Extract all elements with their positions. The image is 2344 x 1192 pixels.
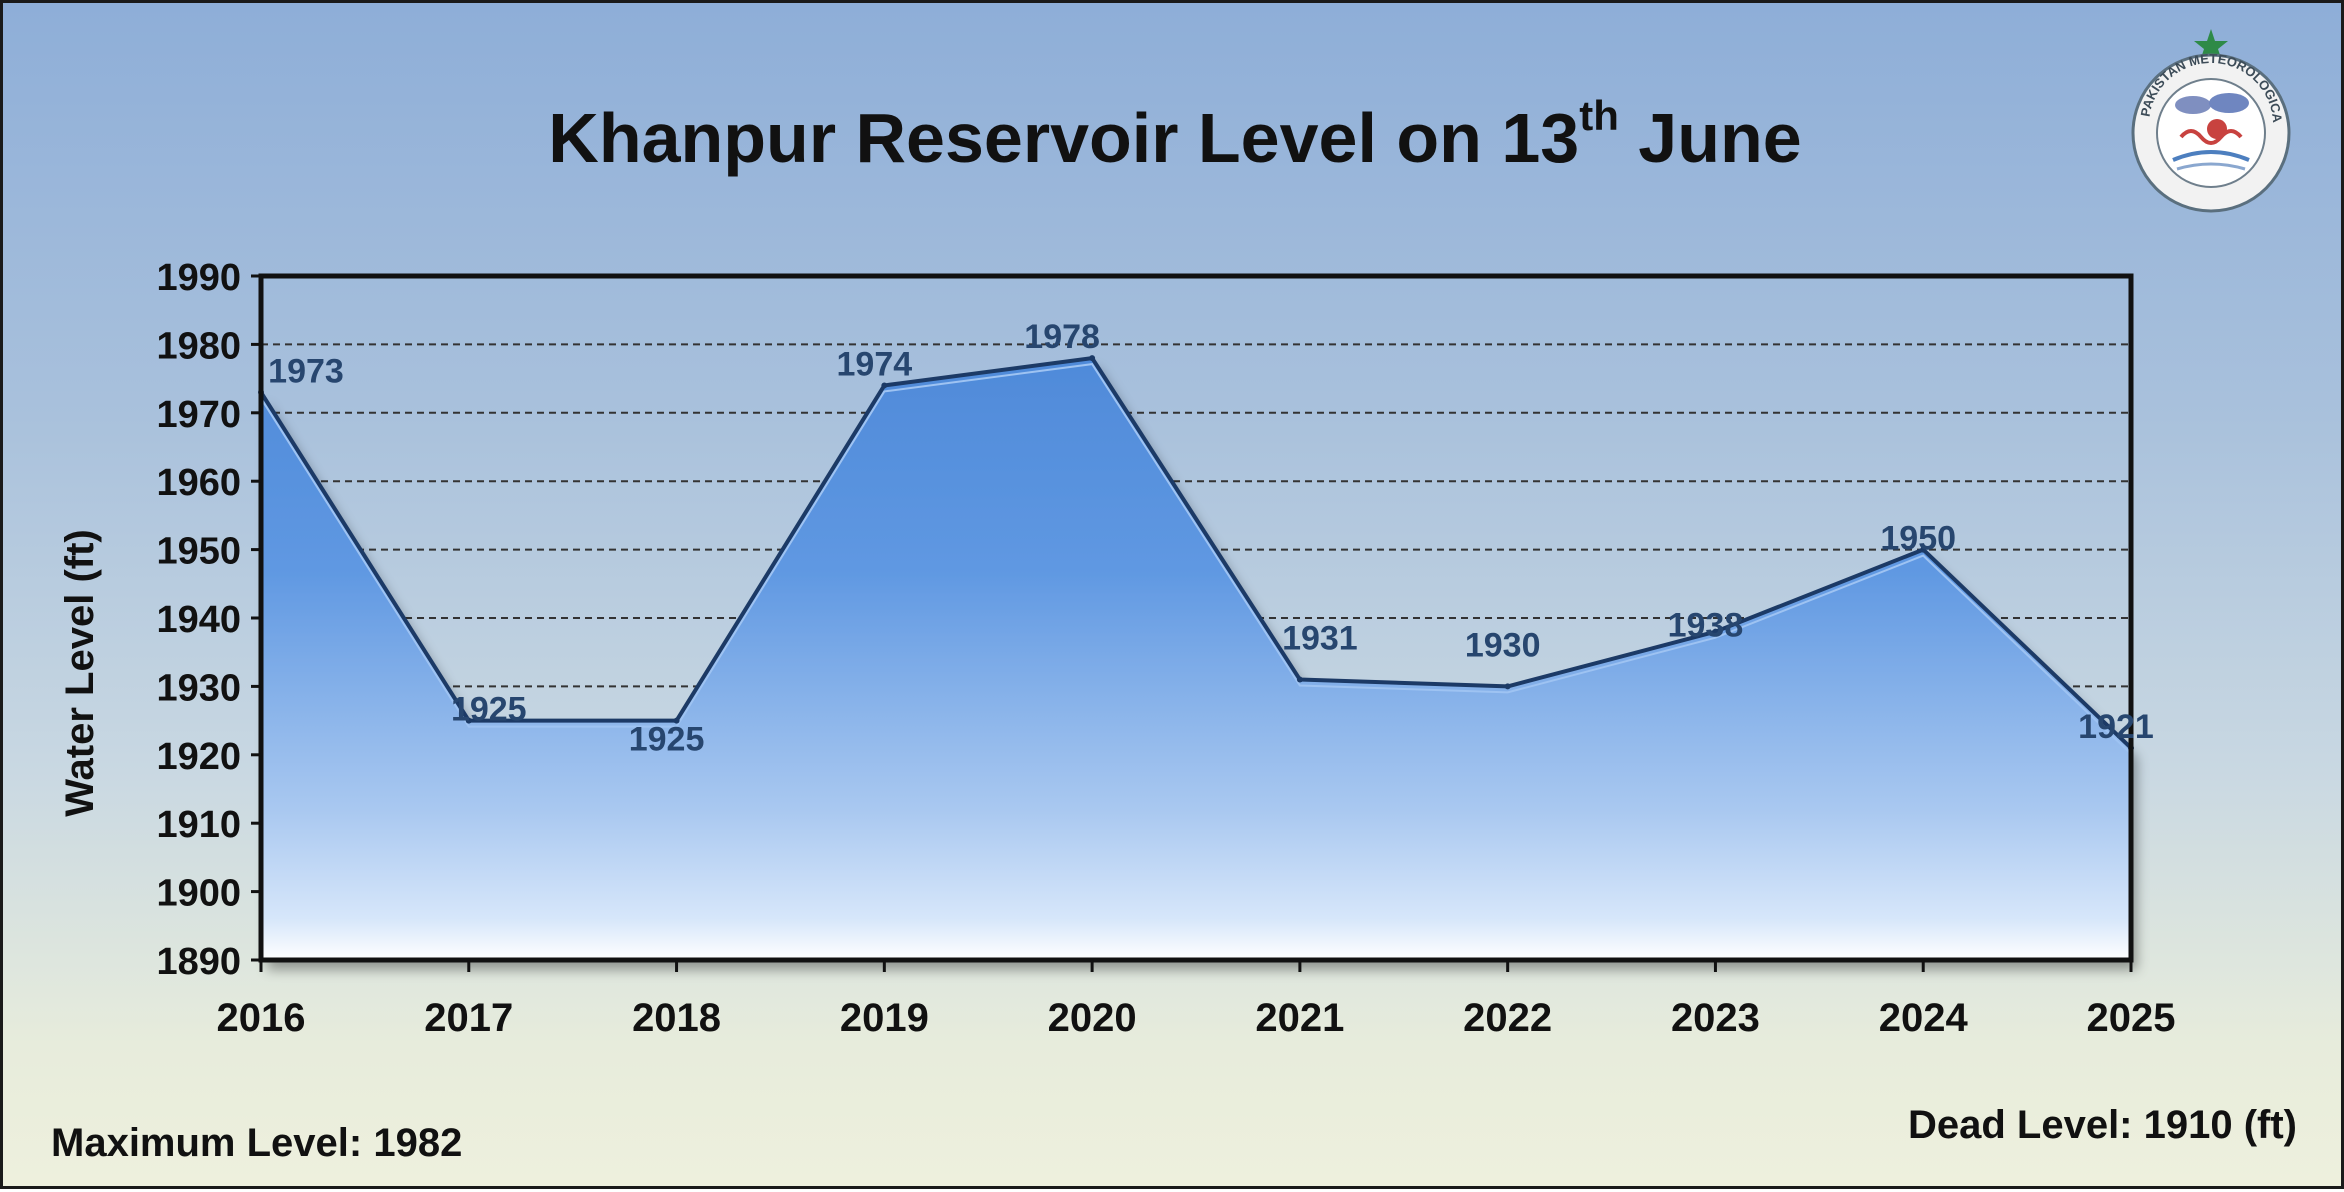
x-tick-label: 2021 <box>1255 996 1344 1040</box>
pakistan-meteorological-department-seal-icon: PAKISTAN METEOROLOGICAL DEPARTMENT <box>2121 25 2291 213</box>
data-point <box>1296 676 1303 683</box>
area-chart: 1890 1900 1910 1920 1930 1940 1950 1960 1970 1980… <box>58 257 2176 1040</box>
area-highlight <box>260 363 2132 755</box>
data-point <box>673 717 680 724</box>
y-tick-label: 1920 <box>156 736 241 778</box>
data-point <box>1089 355 1096 362</box>
x-tick-label: 2022 <box>1463 996 1552 1040</box>
area-outline <box>259 356 2133 750</box>
data-label: 1950 <box>1880 520 1956 558</box>
x-axis: 2016 2017 2018 2019 2020 2021 2022 2023 2024 2025 <box>217 960 2176 1040</box>
x-tick-label: 2020 <box>1048 996 1137 1040</box>
data-label: 1931 <box>1282 620 1358 658</box>
x-tick-label: 2023 <box>1671 996 1760 1040</box>
y-tick-label: 1980 <box>156 325 241 367</box>
x-tick-label: 2018 <box>632 996 721 1040</box>
y-tick-label: 1950 <box>156 531 241 573</box>
dead-level-note: Dead Level: 1910 (ft) <box>1907 1103 2297 1147</box>
data-point <box>1920 546 1927 553</box>
data-label: 1930 <box>1465 626 1541 664</box>
x-tick-label: 2017 <box>424 996 513 1040</box>
data-label: 1921 <box>2078 708 2154 746</box>
x-tick-label: 2024 <box>1879 996 1969 1040</box>
y-tick-label: 1990 <box>156 257 241 299</box>
data-point <box>881 382 888 389</box>
data-point <box>1504 683 1511 690</box>
maximum-level-note: Maximum Level: 1982 <box>51 1121 463 1165</box>
area-fill <box>261 358 2131 961</box>
x-tick-label: 2025 <box>2087 996 2176 1040</box>
data-label: 1938 <box>1668 607 1744 645</box>
chart-title: Khanpur Reservoir Level on 13th June <box>3 92 2344 178</box>
data-label: 1974 <box>837 345 913 383</box>
y-axis: 1890 1900 1910 1920 1930 1940 1950 1960 1970 1980… <box>156 257 261 983</box>
title-text-end: June <box>1618 99 1802 177</box>
data-label: 1925 <box>629 721 705 759</box>
y-tick-label: 1910 <box>156 804 241 846</box>
data-label: 1978 <box>1024 318 1100 356</box>
y-tick-label: 1890 <box>156 941 241 983</box>
x-tick-label: 2019 <box>840 996 929 1040</box>
data-labels: 1973 1925 1925 1974 1978 1931 1930 1938 1950 1921 <box>268 318 2154 759</box>
title-superscript: th <box>1579 92 1619 139</box>
data-point <box>1712 628 1719 635</box>
y-tick-label: 1900 <box>156 873 241 915</box>
title-text: Khanpur Reservoir Level on 13 <box>548 99 1580 177</box>
y-tick-label: 1940 <box>156 599 241 641</box>
y-axis-label: Water Level (ft) <box>58 529 102 816</box>
area-series <box>258 355 2134 961</box>
y-tick-label: 1970 <box>156 394 241 436</box>
data-label: 1973 <box>268 352 344 390</box>
data-label: 1925 <box>451 691 527 729</box>
y-tick-label: 1960 <box>156 462 241 504</box>
x-tick-label: 2016 <box>217 996 306 1040</box>
y-tick-label: 1930 <box>156 667 241 709</box>
data-point <box>465 717 472 724</box>
